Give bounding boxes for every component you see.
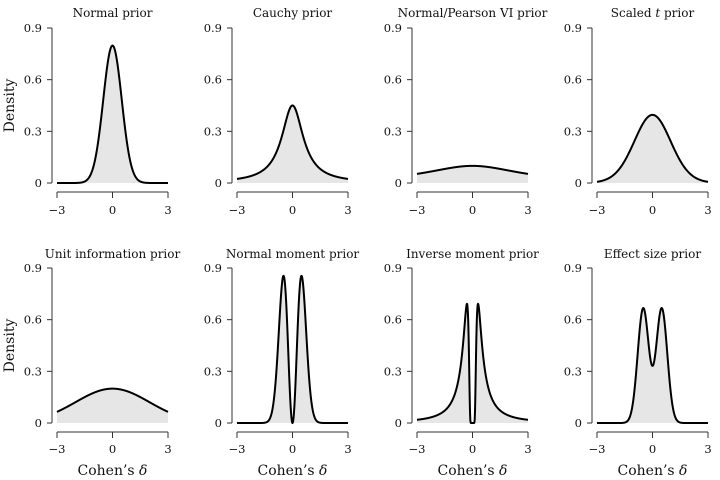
density-area [237,275,348,423]
y-tick-label: 0.9 [204,261,222,275]
x-tick-label: 0 [109,442,116,456]
y-tick-label: 0.6 [384,73,402,87]
y-tick-label: 0.3 [564,124,582,138]
density-area [57,45,168,184]
y-tick-label: 0.9 [384,21,402,35]
x-axis-label: Cohen’s δ [618,463,688,479]
x-tick-label: 3 [524,203,531,217]
y-tick-label: 0 [575,176,582,190]
x-tick-label: 3 [704,203,711,217]
x-tick-label: 0 [109,203,116,217]
x-tick-label: 0 [469,442,476,456]
panel-title: Scaled t prior [611,6,695,20]
y-tick-label: 0.9 [564,261,582,275]
density-area [417,165,528,183]
x-tick-label: 0 [289,442,296,456]
x-tick-label: −3 [589,203,606,217]
x-tick-label: 3 [164,442,171,456]
panel-5: 0 0.3 0.6 0.9 −3 0 3 Unit information prior Dens… [2,247,180,479]
y-tick-label: 0 [215,176,222,190]
x-tick-label: −3 [229,203,246,217]
y-tick-label: 0 [35,416,42,430]
x-tick-label: −3 [409,442,426,456]
density-area [597,308,708,423]
y-tick-label: 0.6 [384,313,402,327]
y-tick-label: 0.6 [24,73,42,87]
y-tick-label: 0.3 [564,364,582,378]
y-tick-label: 0.9 [204,21,222,35]
x-tick-label: 3 [704,442,711,456]
y-tick-label: 0 [575,416,582,430]
density-curve [596,113,709,183]
y-tick-label: 0.6 [564,73,582,87]
panel-title: Normal moment prior [226,247,360,261]
y-tick-label: 0.6 [564,313,582,327]
x-tick-label: 3 [524,442,531,456]
x-tick-label: −3 [49,203,66,217]
x-tick-label: −3 [589,442,606,456]
y-tick-label: 0.3 [204,124,222,138]
panel-title: Cauchy prior [253,6,333,20]
y-tick-label: 0 [395,416,402,430]
y-tick-label: 0.3 [24,364,42,378]
panel-7: 0 0.3 0.6 0.9 −3 0 3 Inverse moment prior Cohen’… [384,247,539,479]
density-curve [416,302,529,424]
panel-title: Inverse moment prior [406,247,539,261]
y-tick-label: 0 [215,416,222,430]
panel-title: Normal prior [73,6,153,20]
density-curve [56,44,169,184]
density-curve [236,104,349,180]
density-curve [236,274,349,424]
y-tick-label: 0.3 [24,124,42,138]
panel-1: 0 0.3 0.6 0.9 −3 0 3 Normal prior Density [2,6,172,217]
panel-2: 0 0.3 0.6 0.9 −3 0 3 Cauchy prior [204,6,352,217]
y-tick-label: 0.3 [384,124,402,138]
x-tick-label: 0 [649,203,656,217]
panel-6: 0 0.3 0.6 0.9 −3 0 3 Normal moment prior Cohen’s… [204,247,360,479]
density-area [57,388,168,423]
y-axis-label: Density [2,79,18,133]
y-tick-label: 0.6 [24,313,42,327]
density-area [237,105,348,183]
y-tick-label: 0 [395,176,402,190]
density-area [417,303,528,423]
y-axis-label: Density [2,319,18,373]
x-tick-label: −3 [229,442,246,456]
x-tick-label: 3 [164,203,171,217]
x-tick-label: −3 [49,442,66,456]
panel-title: Effect size prior [604,247,701,261]
x-tick-label: 3 [344,203,351,217]
x-tick-label: −3 [409,203,426,217]
x-axis-label: Cohen’s δ [258,463,328,479]
x-tick-label: 0 [289,203,296,217]
y-tick-label: 0.9 [564,21,582,35]
x-tick-label: 0 [649,442,656,456]
y-tick-label: 0 [35,176,42,190]
x-tick-label: 3 [344,442,351,456]
panel-title: Normal/Pearson VI prior [398,6,548,20]
y-tick-label: 0.3 [204,364,222,378]
y-tick-label: 0.9 [24,261,42,275]
panel-3: 0 0.3 0.6 0.9 −3 0 3 Normal/Pearson VI prior [384,6,548,217]
panel-8: 0 0.3 0.6 0.9 −3 0 3 Effect size prior Cohen’s δ [564,247,712,479]
density-curve [416,164,529,175]
x-tick-label: 0 [469,203,476,217]
density-curve [56,387,169,413]
density-curve [596,307,709,424]
y-tick-label: 0.6 [204,73,222,87]
y-tick-label: 0.9 [384,261,402,275]
x-axis-label: Cohen’s δ [78,463,148,479]
x-axis-label: Cohen’s δ [438,463,508,479]
panel-4: 0 0.3 0.6 0.9 −3 0 3 Scaled t prior [564,6,712,217]
panel-title: Unit information prior [45,247,181,261]
density-area [597,114,708,183]
y-tick-label: 0.3 [384,364,402,378]
y-tick-label: 0.9 [24,21,42,35]
y-tick-label: 0.6 [204,313,222,327]
